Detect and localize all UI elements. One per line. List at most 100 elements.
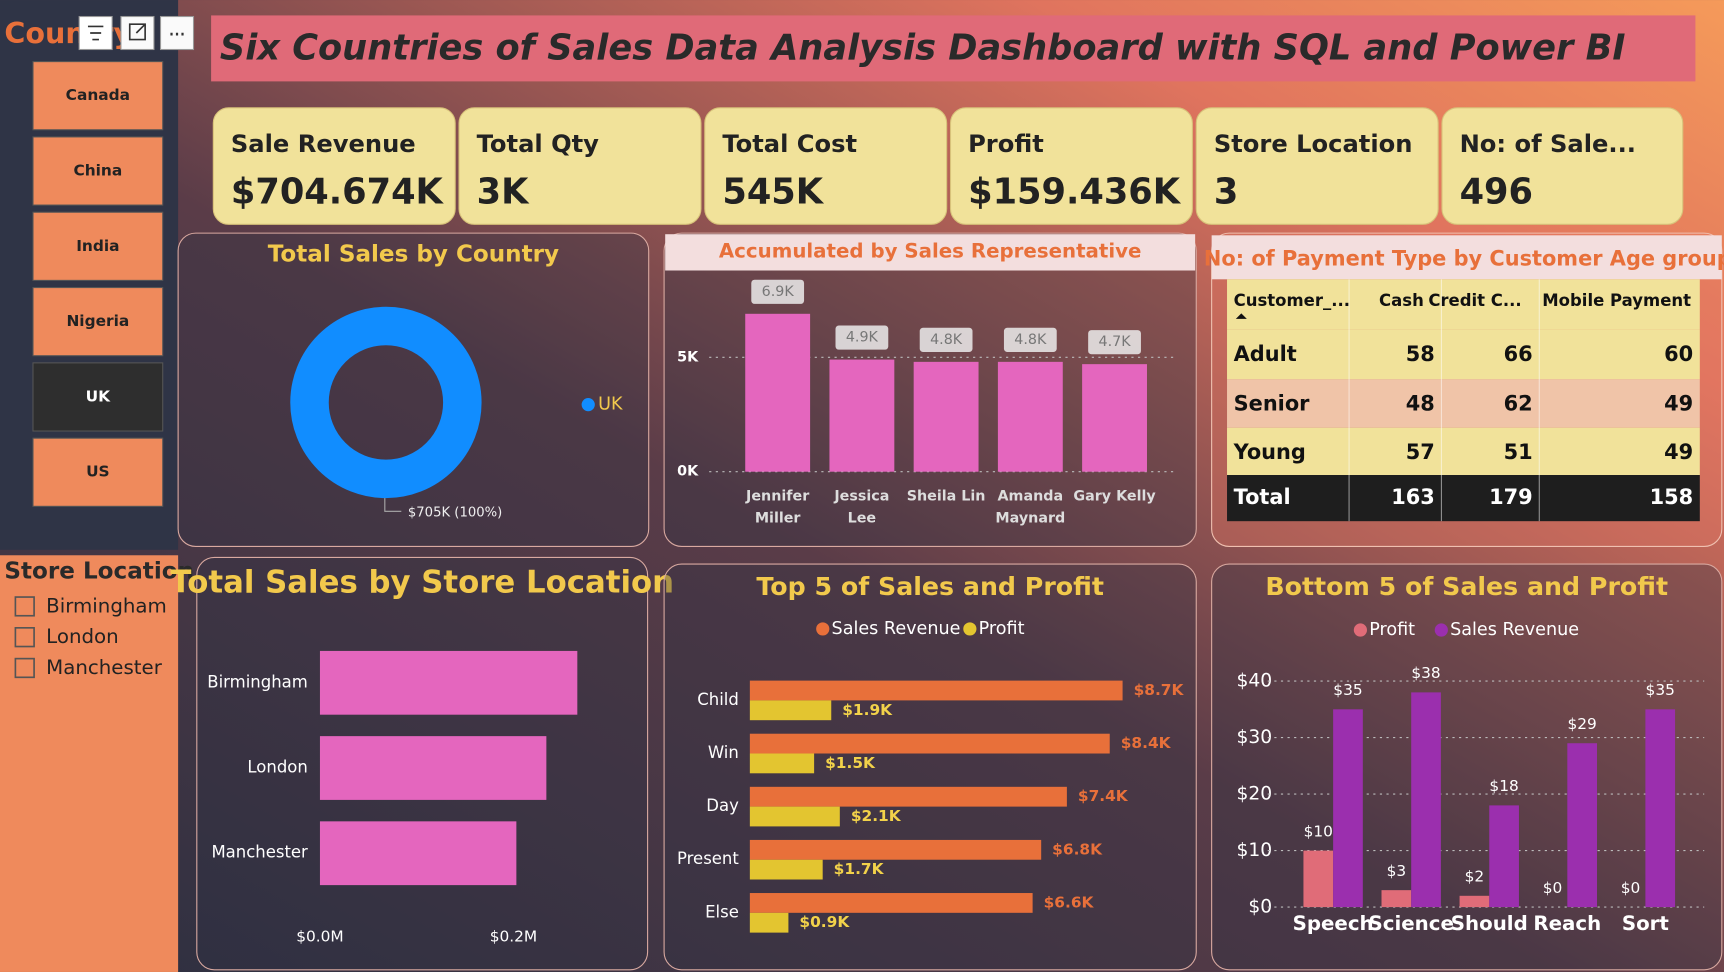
- slicer-button-label: China: [73, 161, 122, 179]
- kpi-label: No: of Sale...: [1460, 130, 1636, 158]
- bar: [745, 313, 811, 472]
- slicer-title: Store Location: [4, 558, 194, 584]
- data-label: $3: [1387, 862, 1407, 880]
- y-tick-label: Present: [677, 849, 739, 868]
- data-label: $1.7K: [834, 860, 885, 878]
- bar: [749, 733, 1110, 754]
- table-cell: 49: [1664, 392, 1693, 416]
- data-label-bg: [1088, 330, 1141, 355]
- kpi-card: [458, 107, 702, 225]
- chart-title: Total Sales by Store Location: [170, 564, 674, 600]
- slicer-button-label: US: [86, 463, 110, 481]
- legend-label: Profit: [979, 619, 1025, 639]
- panel: [177, 232, 650, 548]
- focus-icon: [128, 23, 146, 41]
- sort-icon: [1235, 313, 1247, 319]
- x-tick-label-box: Amanda Maynard: [995, 488, 1065, 526]
- checkbox[interactable]: [14, 657, 35, 679]
- table-cell: 49: [1664, 440, 1693, 464]
- bar: [749, 700, 832, 721]
- data-label: $6.6K: [1044, 893, 1095, 911]
- data-label-bg: [835, 325, 889, 350]
- kpi-label: Total Qty: [477, 130, 600, 158]
- checkbox-label: London: [46, 625, 119, 648]
- column-header: Credit C...: [1428, 291, 1521, 310]
- bar: [1411, 692, 1441, 908]
- kpi-value: 545K: [722, 172, 824, 213]
- slicer-button[interactable]: [32, 437, 164, 507]
- slicer-button[interactable]: [32, 362, 164, 432]
- legend-label: Sales Revenue: [832, 619, 961, 639]
- data-label: $0: [1621, 879, 1641, 897]
- x-tick-label: Speech: [1293, 912, 1374, 935]
- bar: [997, 361, 1063, 472]
- bar: [319, 650, 578, 715]
- y-tick-label: Else: [705, 902, 739, 921]
- slicer-title: Country: [4, 16, 132, 50]
- slicer-button[interactable]: [32, 136, 164, 206]
- bar: [1489, 805, 1519, 908]
- panel-header: [1211, 235, 1722, 280]
- table-cell: 163: [1391, 485, 1435, 509]
- panel-header: [665, 234, 1196, 271]
- data-label: $8.4K: [1121, 734, 1172, 752]
- kpi-label: Total Cost: [722, 130, 857, 158]
- x-tick-label: $0.0M: [296, 927, 344, 945]
- leader-line: [384, 498, 402, 512]
- y-tick-label: London: [247, 758, 307, 777]
- bar: [749, 753, 815, 774]
- table-title: No: of Payment Type by Customer Age grou…: [1204, 247, 1724, 271]
- slicer-button[interactable]: [32, 61, 164, 131]
- data-label: 4.8K: [930, 332, 963, 348]
- data-label-bg: [1003, 327, 1057, 352]
- chart-title: Top 5 of Sales and Profit: [756, 572, 1104, 601]
- data-label: $0.9K: [799, 913, 850, 931]
- data-label: $1.9K: [842, 701, 893, 719]
- x-tick-label: Jessica Lee: [834, 488, 890, 527]
- legend-marker: [1434, 623, 1448, 637]
- x-tick-label: Should: [1451, 912, 1528, 935]
- y-tick-label: Birmingham: [207, 672, 308, 691]
- kpi-card: [1195, 107, 1439, 225]
- bar: [749, 912, 789, 933]
- y-tick-label: $40: [1236, 671, 1272, 692]
- kpi-label: Profit: [968, 130, 1044, 158]
- bar: [1333, 709, 1363, 908]
- slicer-button[interactable]: [32, 211, 164, 281]
- bar: [1645, 709, 1676, 908]
- x-tick-label-box: Jennifer Miller: [746, 488, 809, 526]
- table-cell: 51: [1504, 440, 1533, 464]
- slicer-button[interactable]: [32, 286, 164, 357]
- y-tick-label: 5K: [677, 349, 699, 365]
- legend-label: UK: [598, 395, 623, 415]
- table-cell: 158: [1650, 485, 1694, 509]
- chart-title: Total Sales by Country: [268, 242, 559, 268]
- row-header: Senior: [1234, 392, 1311, 416]
- x-tick-label: Reach: [1533, 912, 1601, 935]
- checkbox[interactable]: [14, 627, 35, 648]
- data-label: $6.8K: [1052, 840, 1103, 858]
- slicer-button-label: Nigeria: [66, 312, 129, 330]
- kpi-value: $159.436K: [968, 172, 1182, 213]
- bar: [749, 680, 1123, 701]
- bar: [1459, 895, 1490, 908]
- slicer-panel: [0, 555, 179, 972]
- table-cell: 48: [1406, 392, 1435, 416]
- checkbox[interactable]: [14, 596, 35, 617]
- table-row: [1227, 475, 1700, 522]
- data-label: $18: [1489, 777, 1518, 795]
- title-bar: [211, 15, 1696, 82]
- bar: [319, 736, 547, 800]
- dashboard-title: Six Countries of Sales Data Analysis Das…: [220, 28, 1626, 69]
- kpi-card: [704, 107, 948, 225]
- table-cell: 58: [1406, 342, 1435, 366]
- kpi-value: 3K: [477, 172, 530, 213]
- x-tick-label: $0.2M: [490, 927, 538, 945]
- visual-icon[interactable]: [159, 15, 195, 51]
- visual-icon[interactable]: [78, 15, 113, 51]
- column-header: Customer_...: [1234, 291, 1350, 310]
- table-row: [1227, 427, 1700, 476]
- x-tick-label: Sheila Lin: [906, 488, 986, 505]
